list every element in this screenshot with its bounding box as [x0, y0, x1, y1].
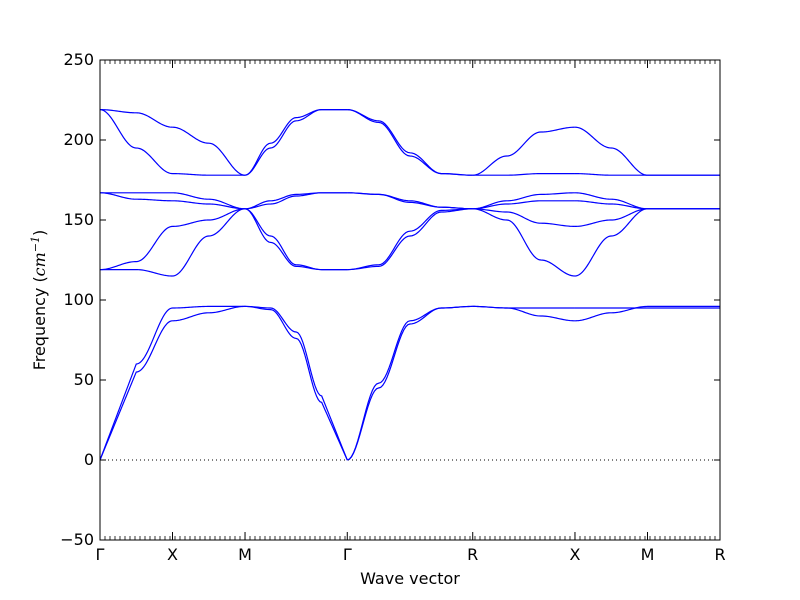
band-line — [472, 200, 575, 210]
y-tick-label: 50 — [74, 370, 94, 389]
band-line — [472, 126, 575, 176]
band-line — [99, 109, 173, 128]
y-axis-label-exponent: −1 — [29, 236, 42, 252]
x-tick-label: M — [238, 545, 252, 564]
band-line — [99, 307, 173, 461]
band-line — [172, 126, 246, 176]
band-line — [574, 126, 648, 176]
x-axis-label: Wave vector — [360, 569, 460, 588]
band-line — [172, 305, 246, 322]
band-line — [574, 173, 648, 176]
band-line — [472, 192, 575, 210]
y-axis-label-unit: cm — [30, 252, 49, 276]
band-line — [100, 269, 173, 277]
y-tick-label: 0 — [84, 450, 94, 469]
band-line — [574, 192, 648, 210]
x-tick-label: X — [167, 545, 178, 564]
band-line — [574, 208, 648, 227]
y-tick-label: 150 — [63, 210, 94, 229]
band-line — [244, 109, 348, 176]
y-axis-label: Frequency (cm−1) — [29, 230, 49, 371]
band-line — [472, 173, 575, 176]
x-tick-label: R — [467, 545, 478, 564]
band-line — [347, 208, 473, 271]
band-line — [99, 109, 173, 175]
band-line — [472, 208, 576, 277]
band-line — [472, 208, 575, 227]
y-axis-label-suffix: ) — [30, 230, 49, 236]
band-line — [245, 192, 348, 210]
band-line — [172, 200, 246, 210]
y-tick-label: 250 — [63, 50, 94, 69]
band-line — [244, 208, 348, 271]
x-tick-label: X — [569, 545, 580, 564]
band-line — [245, 305, 348, 461]
band-line — [347, 305, 473, 461]
y-tick-label: −50 — [60, 530, 94, 549]
band-line — [172, 173, 246, 176]
band-line — [172, 305, 246, 309]
band-line — [245, 305, 348, 461]
x-tick-label: Γ — [96, 545, 105, 564]
band-line — [172, 208, 246, 227]
band-line — [99, 320, 173, 461]
band-line — [347, 208, 473, 271]
x-tick-label: Γ — [343, 545, 352, 564]
band-line — [99, 192, 173, 202]
band-line — [172, 208, 246, 277]
band-line — [347, 109, 473, 176]
band-line — [574, 200, 648, 210]
y-tick-label: 200 — [63, 130, 94, 149]
y-tick-label: 100 — [63, 290, 94, 309]
band-line — [347, 192, 473, 210]
x-tick-label: R — [714, 545, 725, 564]
x-tick-label: M — [641, 545, 655, 564]
band-line — [99, 225, 173, 271]
band-line — [472, 305, 575, 309]
y-axis-label-prefix: Frequency ( — [30, 276, 49, 370]
band-line — [574, 208, 648, 277]
band-line — [172, 192, 246, 210]
